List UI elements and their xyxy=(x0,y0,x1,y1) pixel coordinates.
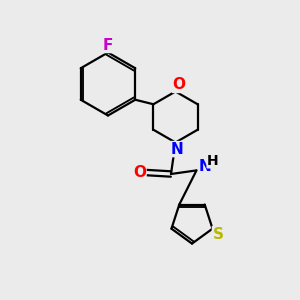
Text: N: N xyxy=(171,142,183,157)
Text: H: H xyxy=(207,154,219,168)
Text: O: O xyxy=(172,77,186,92)
Text: F: F xyxy=(103,38,113,52)
Text: S: S xyxy=(212,226,224,242)
Text: O: O xyxy=(133,165,146,180)
Text: N: N xyxy=(199,159,211,174)
